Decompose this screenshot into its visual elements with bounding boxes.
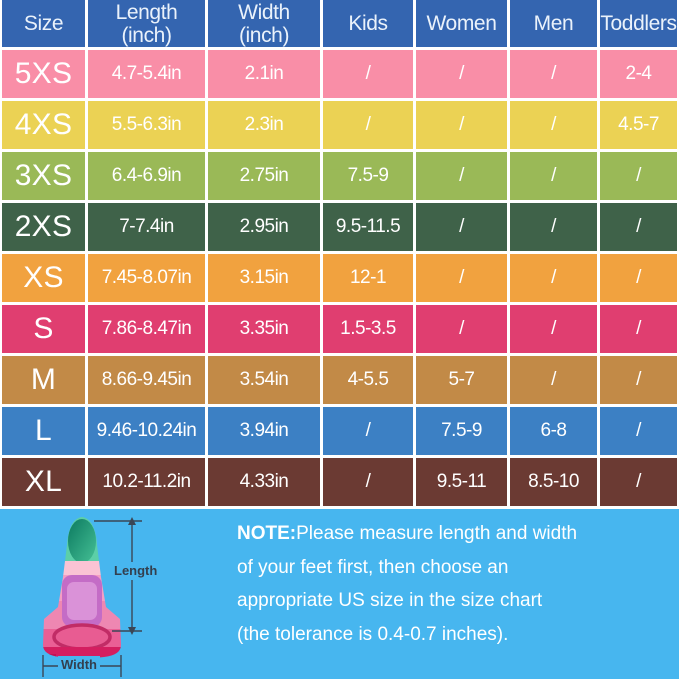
cell-width: 2.1in bbox=[205, 50, 320, 98]
cell-kids: 9.5-11.5 bbox=[320, 203, 413, 251]
cell-toddlers: / bbox=[597, 407, 677, 455]
cell-size: 5XS bbox=[14, 57, 73, 90]
cell-size: 3XS bbox=[14, 159, 73, 192]
cell-length: 5.5-6.3in bbox=[85, 101, 205, 149]
note-section: Length Width NOTE:Please measure length … bbox=[0, 506, 679, 679]
cell-length: 7.86-8.47in bbox=[85, 305, 205, 353]
cell-women: 7.5-9 bbox=[413, 407, 507, 455]
header-length: Length (inch) bbox=[85, 0, 205, 47]
table-row-4xs: 4XS 5.5-6.3in 2.3in / / / 4.5-7 bbox=[2, 101, 677, 149]
cell-length: 7.45-8.07in bbox=[85, 254, 205, 302]
cell-men: / bbox=[507, 254, 597, 302]
cell-toddlers: / bbox=[597, 356, 677, 404]
cell-width: 3.35in bbox=[205, 305, 320, 353]
cell-men: 8.5-10 bbox=[507, 458, 597, 506]
cell-width: 3.15in bbox=[205, 254, 320, 302]
cell-toddlers: 2-4 bbox=[597, 50, 677, 98]
header-size: Size bbox=[23, 12, 64, 35]
note-line: of your feet first, then choose an bbox=[237, 556, 509, 578]
cell-women: / bbox=[413, 305, 507, 353]
cell-kids: 7.5-9 bbox=[320, 152, 413, 200]
cell-men: / bbox=[507, 50, 597, 98]
cell-width: 4.33in bbox=[205, 458, 320, 506]
note-line: (the tolerance is 0.4-0.7 inches). bbox=[237, 623, 509, 645]
header-kids: Kids bbox=[320, 0, 413, 47]
cell-kids: 1.5-3.5 bbox=[320, 305, 413, 353]
cell-women: / bbox=[413, 152, 507, 200]
header-men: Men bbox=[507, 0, 597, 47]
cell-kids: / bbox=[320, 458, 413, 506]
fin-length-label: Length bbox=[111, 562, 161, 580]
cell-size: M bbox=[30, 363, 57, 396]
cell-length: 6.4-6.9in bbox=[85, 152, 205, 200]
cell-size: XL bbox=[24, 465, 63, 498]
cell-kids: / bbox=[320, 50, 413, 98]
cell-size: L bbox=[35, 414, 52, 447]
cell-men: 6-8 bbox=[507, 407, 597, 455]
cell-width: 3.94in bbox=[205, 407, 320, 455]
cell-length: 9.46-10.24in bbox=[85, 407, 205, 455]
cell-width: 3.54in bbox=[205, 356, 320, 404]
cell-men: / bbox=[507, 305, 597, 353]
cell-width: 2.95in bbox=[205, 203, 320, 251]
cell-men: / bbox=[507, 101, 597, 149]
cell-women: 9.5-11 bbox=[413, 458, 507, 506]
table-row-2xs: 2XS 7-7.4in 2.95in 9.5-11.5 / / / bbox=[2, 203, 677, 251]
cell-toddlers: / bbox=[597, 458, 677, 506]
cell-toddlers: 4.5-7 bbox=[597, 101, 677, 149]
table-row-xl: XL 10.2-11.2in 4.33in / 9.5-11 8.5-10 / bbox=[2, 458, 677, 506]
cell-kids: / bbox=[320, 407, 413, 455]
cell-size: XS bbox=[23, 261, 64, 294]
cell-men: / bbox=[507, 152, 597, 200]
cell-women: / bbox=[413, 203, 507, 251]
fin-width-label: Width bbox=[58, 656, 100, 674]
header-width: Width (inch) bbox=[205, 0, 320, 47]
cell-kids: 12-1 bbox=[320, 254, 413, 302]
cell-toddlers: / bbox=[597, 203, 677, 251]
cell-women: / bbox=[413, 50, 507, 98]
cell-women: / bbox=[413, 101, 507, 149]
table-row-5xs: 5XS 4.7-5.4in 2.1in / / / 2-4 bbox=[2, 50, 677, 98]
table-row-m: M 8.66-9.45in 3.54in 4-5.5 5-7 / / bbox=[2, 356, 677, 404]
note-prefix: NOTE: bbox=[237, 523, 297, 544]
cell-size: 4XS bbox=[14, 108, 73, 141]
size-table: Size Length (inch) Width (inch) Kids Women… bbox=[0, 0, 679, 506]
cell-width: 2.3in bbox=[205, 101, 320, 149]
cell-length: 8.66-9.45in bbox=[85, 356, 205, 404]
table-row-xs: XS 7.45-8.07in 3.15in 12-1 / / / bbox=[2, 254, 677, 302]
cell-toddlers: / bbox=[597, 305, 677, 353]
cell-length: 7-7.4in bbox=[85, 203, 205, 251]
cell-toddlers: / bbox=[597, 254, 677, 302]
fin-body bbox=[43, 517, 121, 659]
note-text: NOTE:Please measure length and width of … bbox=[237, 517, 577, 651]
cell-men: / bbox=[507, 203, 597, 251]
table-header-row: Size Length (inch) Width (inch) Kids Women… bbox=[2, 0, 677, 47]
fin-illustration bbox=[42, 517, 142, 677]
note-line: NOTE:Please measure length and width bbox=[237, 523, 578, 544]
note-line: appropriate US size in the size chart bbox=[237, 590, 543, 611]
cell-men: / bbox=[507, 356, 597, 404]
table-row-3xs: 3XS 6.4-6.9in 2.75in 7.5-9 / / / bbox=[2, 152, 677, 200]
cell-toddlers: / bbox=[597, 152, 677, 200]
cell-size: S bbox=[33, 312, 54, 345]
cell-kids: / bbox=[320, 101, 413, 149]
table-row-l: L 9.46-10.24in 3.94in / 7.5-9 6-8 / bbox=[2, 407, 677, 455]
table-row-s: S 7.86-8.47in 3.35in 1.5-3.5 / / / bbox=[2, 305, 677, 353]
header-women: Women bbox=[413, 0, 507, 47]
cell-size: 2XS bbox=[14, 210, 73, 243]
cell-kids: 4-5.5 bbox=[320, 356, 413, 404]
cell-women: / bbox=[413, 254, 507, 302]
cell-women: 5-7 bbox=[413, 356, 507, 404]
cell-length: 4.7-5.4in bbox=[85, 50, 205, 98]
header-toddlers: Toddlers bbox=[597, 0, 677, 47]
cell-length: 10.2-11.2in bbox=[85, 458, 205, 506]
cell-width: 2.75in bbox=[205, 152, 320, 200]
